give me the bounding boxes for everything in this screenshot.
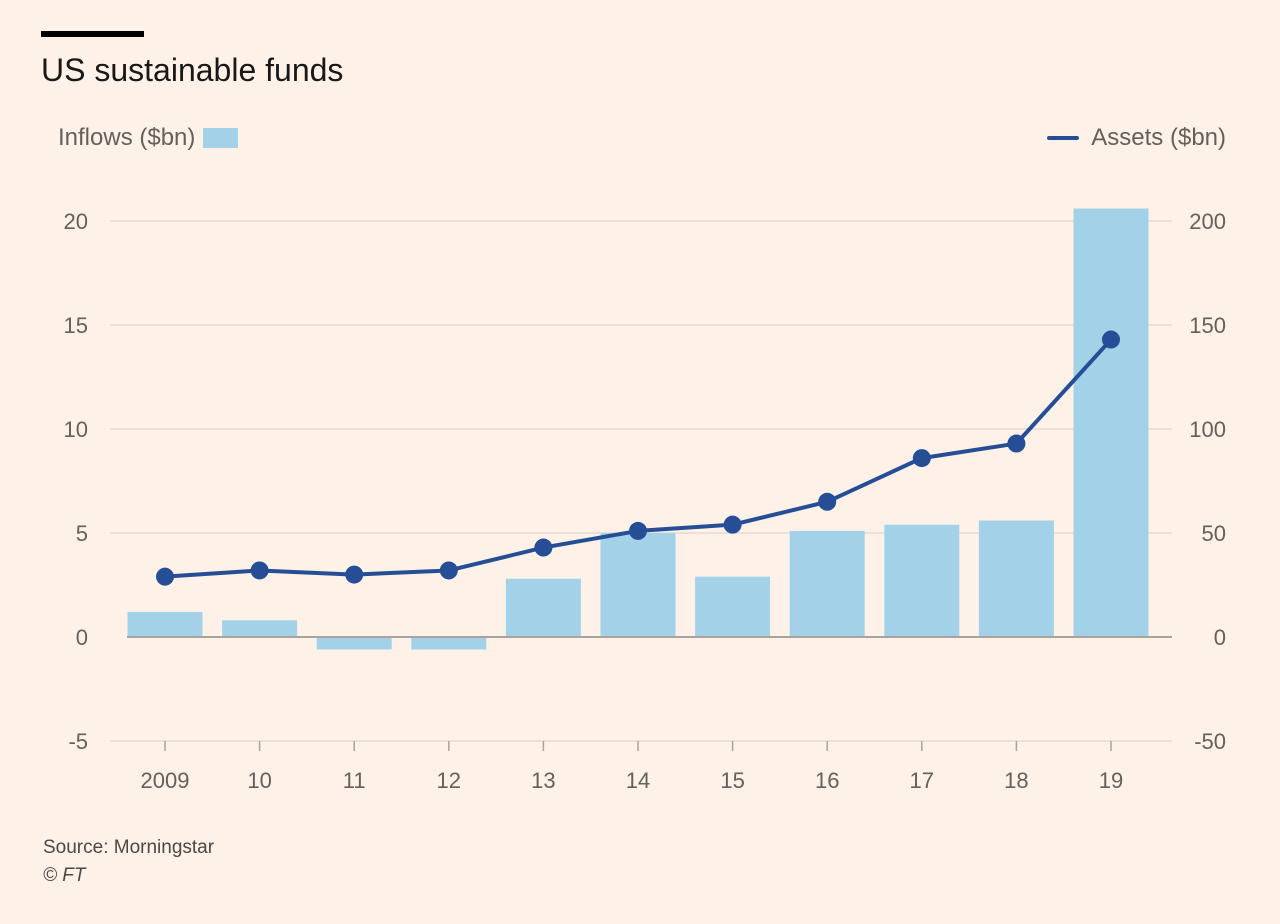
grid-layer bbox=[110, 220, 1172, 742]
x-tick-label: 15 bbox=[720, 768, 744, 793]
x-tick-label: 11 bbox=[343, 768, 366, 793]
x-tick-label: 14 bbox=[626, 768, 650, 793]
y-right-tick-label: 100 bbox=[1189, 417, 1226, 442]
legend-inflows: Inflows ($bn) bbox=[58, 124, 239, 152]
y-left-tick-label: 15 bbox=[64, 313, 88, 338]
bar-10 bbox=[222, 620, 298, 637]
x-tick-label: 19 bbox=[1099, 768, 1123, 793]
assets-point-19 bbox=[1102, 330, 1120, 349]
y-right-tick-label: 0 bbox=[1214, 625, 1226, 650]
bar-13 bbox=[505, 578, 581, 637]
source-note: Source: Morningstar bbox=[43, 837, 215, 858]
y-right-tick-label: 50 bbox=[1202, 521, 1226, 546]
bar-19 bbox=[1073, 208, 1149, 637]
x-tick-label: 17 bbox=[910, 768, 934, 793]
y-left-tick-label: 5 bbox=[76, 521, 88, 546]
assets-point-11 bbox=[345, 565, 364, 584]
y-right-tick-label: 200 bbox=[1189, 209, 1226, 234]
legend-assets-label: Assets ($bn) bbox=[1091, 124, 1226, 151]
x-tick-label: 13 bbox=[531, 768, 555, 793]
y-left-tick-label: 20 bbox=[64, 209, 88, 234]
assets-point-15 bbox=[723, 515, 742, 534]
assets-point-10 bbox=[250, 561, 269, 580]
line-layer bbox=[156, 330, 1120, 586]
bar-16 bbox=[789, 530, 865, 637]
top-rule bbox=[41, 31, 144, 37]
y-left-tick-label: -5 bbox=[68, 729, 88, 754]
axis-layer bbox=[127, 636, 1172, 751]
assets-point-18 bbox=[1007, 434, 1026, 453]
bar-12 bbox=[411, 637, 487, 650]
assets-point-13 bbox=[534, 538, 553, 557]
y-left-tick-label: 0 bbox=[76, 625, 88, 650]
assets-point-2009 bbox=[156, 567, 174, 586]
assets-point-12 bbox=[439, 561, 458, 580]
y-right-tick-label: 150 bbox=[1189, 313, 1226, 338]
bar-11 bbox=[316, 637, 392, 650]
bar-14 bbox=[600, 533, 676, 637]
bar-17 bbox=[884, 524, 960, 637]
y-right-tick-label: -50 bbox=[1194, 729, 1226, 754]
assets-point-17 bbox=[912, 449, 931, 468]
bar-15 bbox=[695, 576, 771, 637]
x-tick-label: 2009 bbox=[141, 768, 190, 793]
legend-inflows-label: Inflows ($bn) bbox=[58, 124, 196, 151]
legend-assets: Assets ($bn) bbox=[1047, 124, 1226, 152]
assets-point-14 bbox=[629, 521, 647, 540]
legend-assets-swatch bbox=[1047, 136, 1080, 140]
copyright-note: © FT bbox=[43, 865, 86, 886]
bar-layer bbox=[127, 208, 1149, 650]
x-tick-label: 16 bbox=[815, 768, 839, 793]
bar-2009 bbox=[127, 612, 203, 637]
y-left-tick-label: 10 bbox=[64, 417, 88, 442]
chart-title: US sustainable funds bbox=[41, 52, 344, 88]
label-layer: -5 -50 0 0 5 50 10 100 15 150 20 200 2009 10 11 12 13 14 1… bbox=[64, 209, 1226, 793]
x-tick-label: 12 bbox=[437, 768, 461, 793]
bar-18 bbox=[978, 520, 1054, 637]
x-tick-label: 10 bbox=[247, 768, 271, 793]
legend-inflows-swatch bbox=[203, 128, 239, 148]
x-tick-label: 18 bbox=[1004, 768, 1028, 793]
assets-point-16 bbox=[818, 492, 837, 511]
